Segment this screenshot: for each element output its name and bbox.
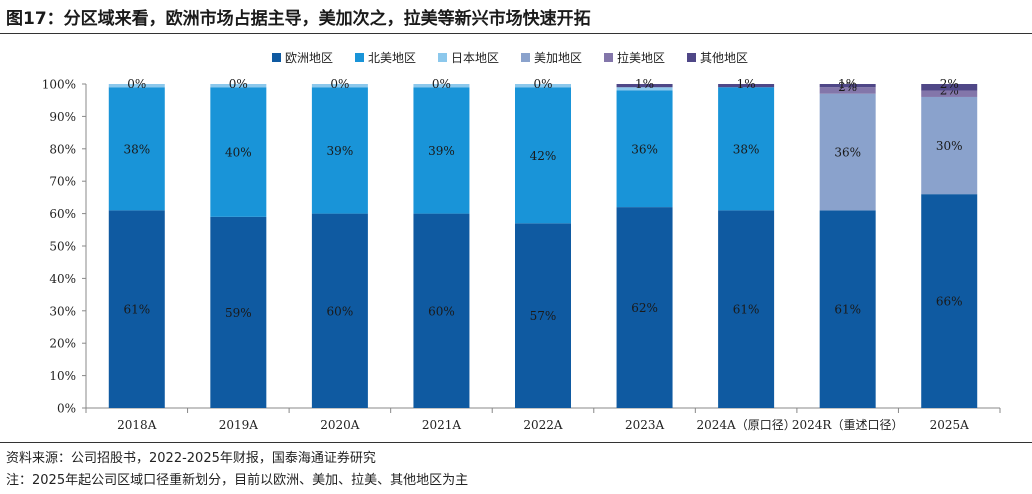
bar-0-5 [616, 207, 673, 408]
x-tick-label-7: 2024R（重述口径） [792, 418, 904, 432]
data-label-3-8: 30% [936, 139, 963, 153]
bar-0-7 [819, 210, 876, 408]
figure-title: 图17：分区域来看，欧洲市场占据主导，美加次之，拉美等新兴市场快速开拓 [6, 9, 591, 29]
bar-2-1 [210, 84, 267, 88]
legend-label-2: 日本地区 [451, 51, 499, 65]
bar-0-8 [921, 194, 978, 408]
x-tick-label-4: 2022A [523, 418, 563, 432]
bar-5-6 [718, 84, 775, 88]
legend-swatch-1 [355, 53, 364, 62]
data-label-5-4: 0% [533, 77, 552, 91]
y-tick-label-2: 20% [49, 337, 76, 351]
bar-0-6 [718, 210, 775, 408]
y-tick-label-3: 30% [49, 304, 76, 318]
y-tick-label-10: 100% [42, 78, 76, 92]
data-label-5-1: 0% [229, 77, 248, 91]
x-tick-label-1: 2019A [219, 418, 259, 432]
data-label-1-2: 39% [327, 144, 354, 158]
data-label-0-3: 60% [428, 304, 455, 318]
data-label-0-1: 59% [225, 306, 252, 320]
bar-2-5 [616, 87, 673, 91]
stacked-bar-chart: 欧洲地区 北美地区 日本地区 美加地区 拉美地区 其他地区 0% 10% 20% 30% 40% 50… [42, 50, 1001, 432]
legend-swatch-0 [272, 53, 281, 62]
data-label-5-6: 1% [737, 77, 756, 91]
data-label-1-6: 38% [733, 142, 760, 156]
bar-0-4 [515, 223, 571, 408]
data-label-1-4: 42% [530, 149, 557, 163]
source-note: 资料来源：公司招股书，2022-2025年财报，国泰海通证券研究 [6, 451, 376, 466]
bar-0-0 [108, 210, 165, 408]
y-tick-label-6: 60% [49, 207, 76, 221]
data-label-0-6: 61% [733, 303, 760, 317]
data-label-0-4: 57% [530, 309, 557, 323]
y-tick-label-5: 50% [49, 240, 76, 254]
footnote: 注：2025年起公司区域口径重新划分，目前以欧洲、美加、拉美、其他地区为主 [6, 473, 469, 488]
bar-4-8 [921, 90, 978, 97]
bottom-rule [0, 442, 1032, 443]
data-label-0-0: 61% [123, 303, 150, 317]
y-tick-label-8: 80% [49, 142, 76, 156]
data-label-0-7: 61% [834, 303, 861, 317]
x-tick-label-2: 2020A [320, 418, 360, 432]
data-label-1-1: 40% [225, 146, 252, 160]
bar-4-7 [819, 87, 876, 94]
data-label-0-5: 62% [631, 301, 658, 315]
bar-5-5 [616, 84, 673, 88]
legend-swatch-4 [604, 53, 613, 62]
legend-swatch-3 [521, 53, 530, 62]
top-rule [0, 33, 1032, 34]
bar-1-5 [616, 90, 673, 208]
bar-0-1 [210, 216, 267, 408]
legend-swatch-5 [687, 53, 696, 62]
data-label-1-0: 38% [123, 142, 150, 156]
x-tick-label-8: 2025A [930, 418, 970, 432]
data-label-5-5: 1% [635, 77, 654, 91]
y-tick-label-4: 40% [49, 272, 76, 286]
bar-3-8 [921, 96, 978, 195]
data-label-5-2: 0% [330, 77, 349, 91]
legend-label-3: 美加地区 [534, 51, 582, 65]
x-tick-label-5: 2023A [625, 418, 665, 432]
data-label-5-7: 1% [838, 77, 857, 91]
data-label-0-8: 66% [936, 295, 963, 309]
bar-1-4 [515, 87, 571, 224]
y-tick-label-9: 90% [49, 110, 76, 124]
data-label-5-8: 2% [940, 77, 959, 91]
bar-2-4 [515, 84, 571, 88]
legend-label-0: 欧洲地区 [285, 51, 333, 65]
legend-swatch-2 [438, 53, 447, 62]
data-label-3-7: 36% [834, 146, 861, 160]
bar-5-7 [819, 84, 876, 88]
data-label-1-5: 36% [631, 142, 658, 156]
data-label-5-0: 0% [127, 77, 146, 91]
bar-2-2 [311, 84, 368, 88]
legend-label-4: 拉美地区 [617, 50, 665, 65]
legend-label-5: 其他地区 [700, 51, 748, 65]
x-tick-label-3: 2021A [422, 418, 462, 432]
bar-5-8 [921, 84, 978, 91]
bar-1-0 [108, 87, 165, 211]
bar-2-0 [108, 84, 165, 88]
bar-1-1 [210, 87, 267, 217]
y-tick-label-7: 70% [49, 175, 76, 189]
x-tick-label-0: 2018A [117, 418, 157, 432]
bar-1-2 [311, 87, 368, 214]
bar-0-2 [311, 213, 368, 408]
bar-1-3 [413, 87, 470, 214]
bar-3-7 [819, 93, 876, 211]
bar-1-6 [718, 87, 775, 211]
bar-2-3 [413, 84, 470, 88]
data-label-0-2: 60% [327, 304, 354, 318]
bar-0-3 [413, 213, 470, 408]
x-tick-label-6: 2024A（原口径） [697, 418, 796, 432]
data-label-4-7: 2% [838, 80, 857, 94]
data-label-5-3: 0% [432, 77, 451, 91]
y-tick-label-0: 0% [57, 402, 76, 416]
legend-label-1: 北美地区 [368, 51, 416, 65]
data-label-1-3: 39% [428, 144, 455, 158]
y-tick-label-1: 10% [49, 369, 76, 383]
